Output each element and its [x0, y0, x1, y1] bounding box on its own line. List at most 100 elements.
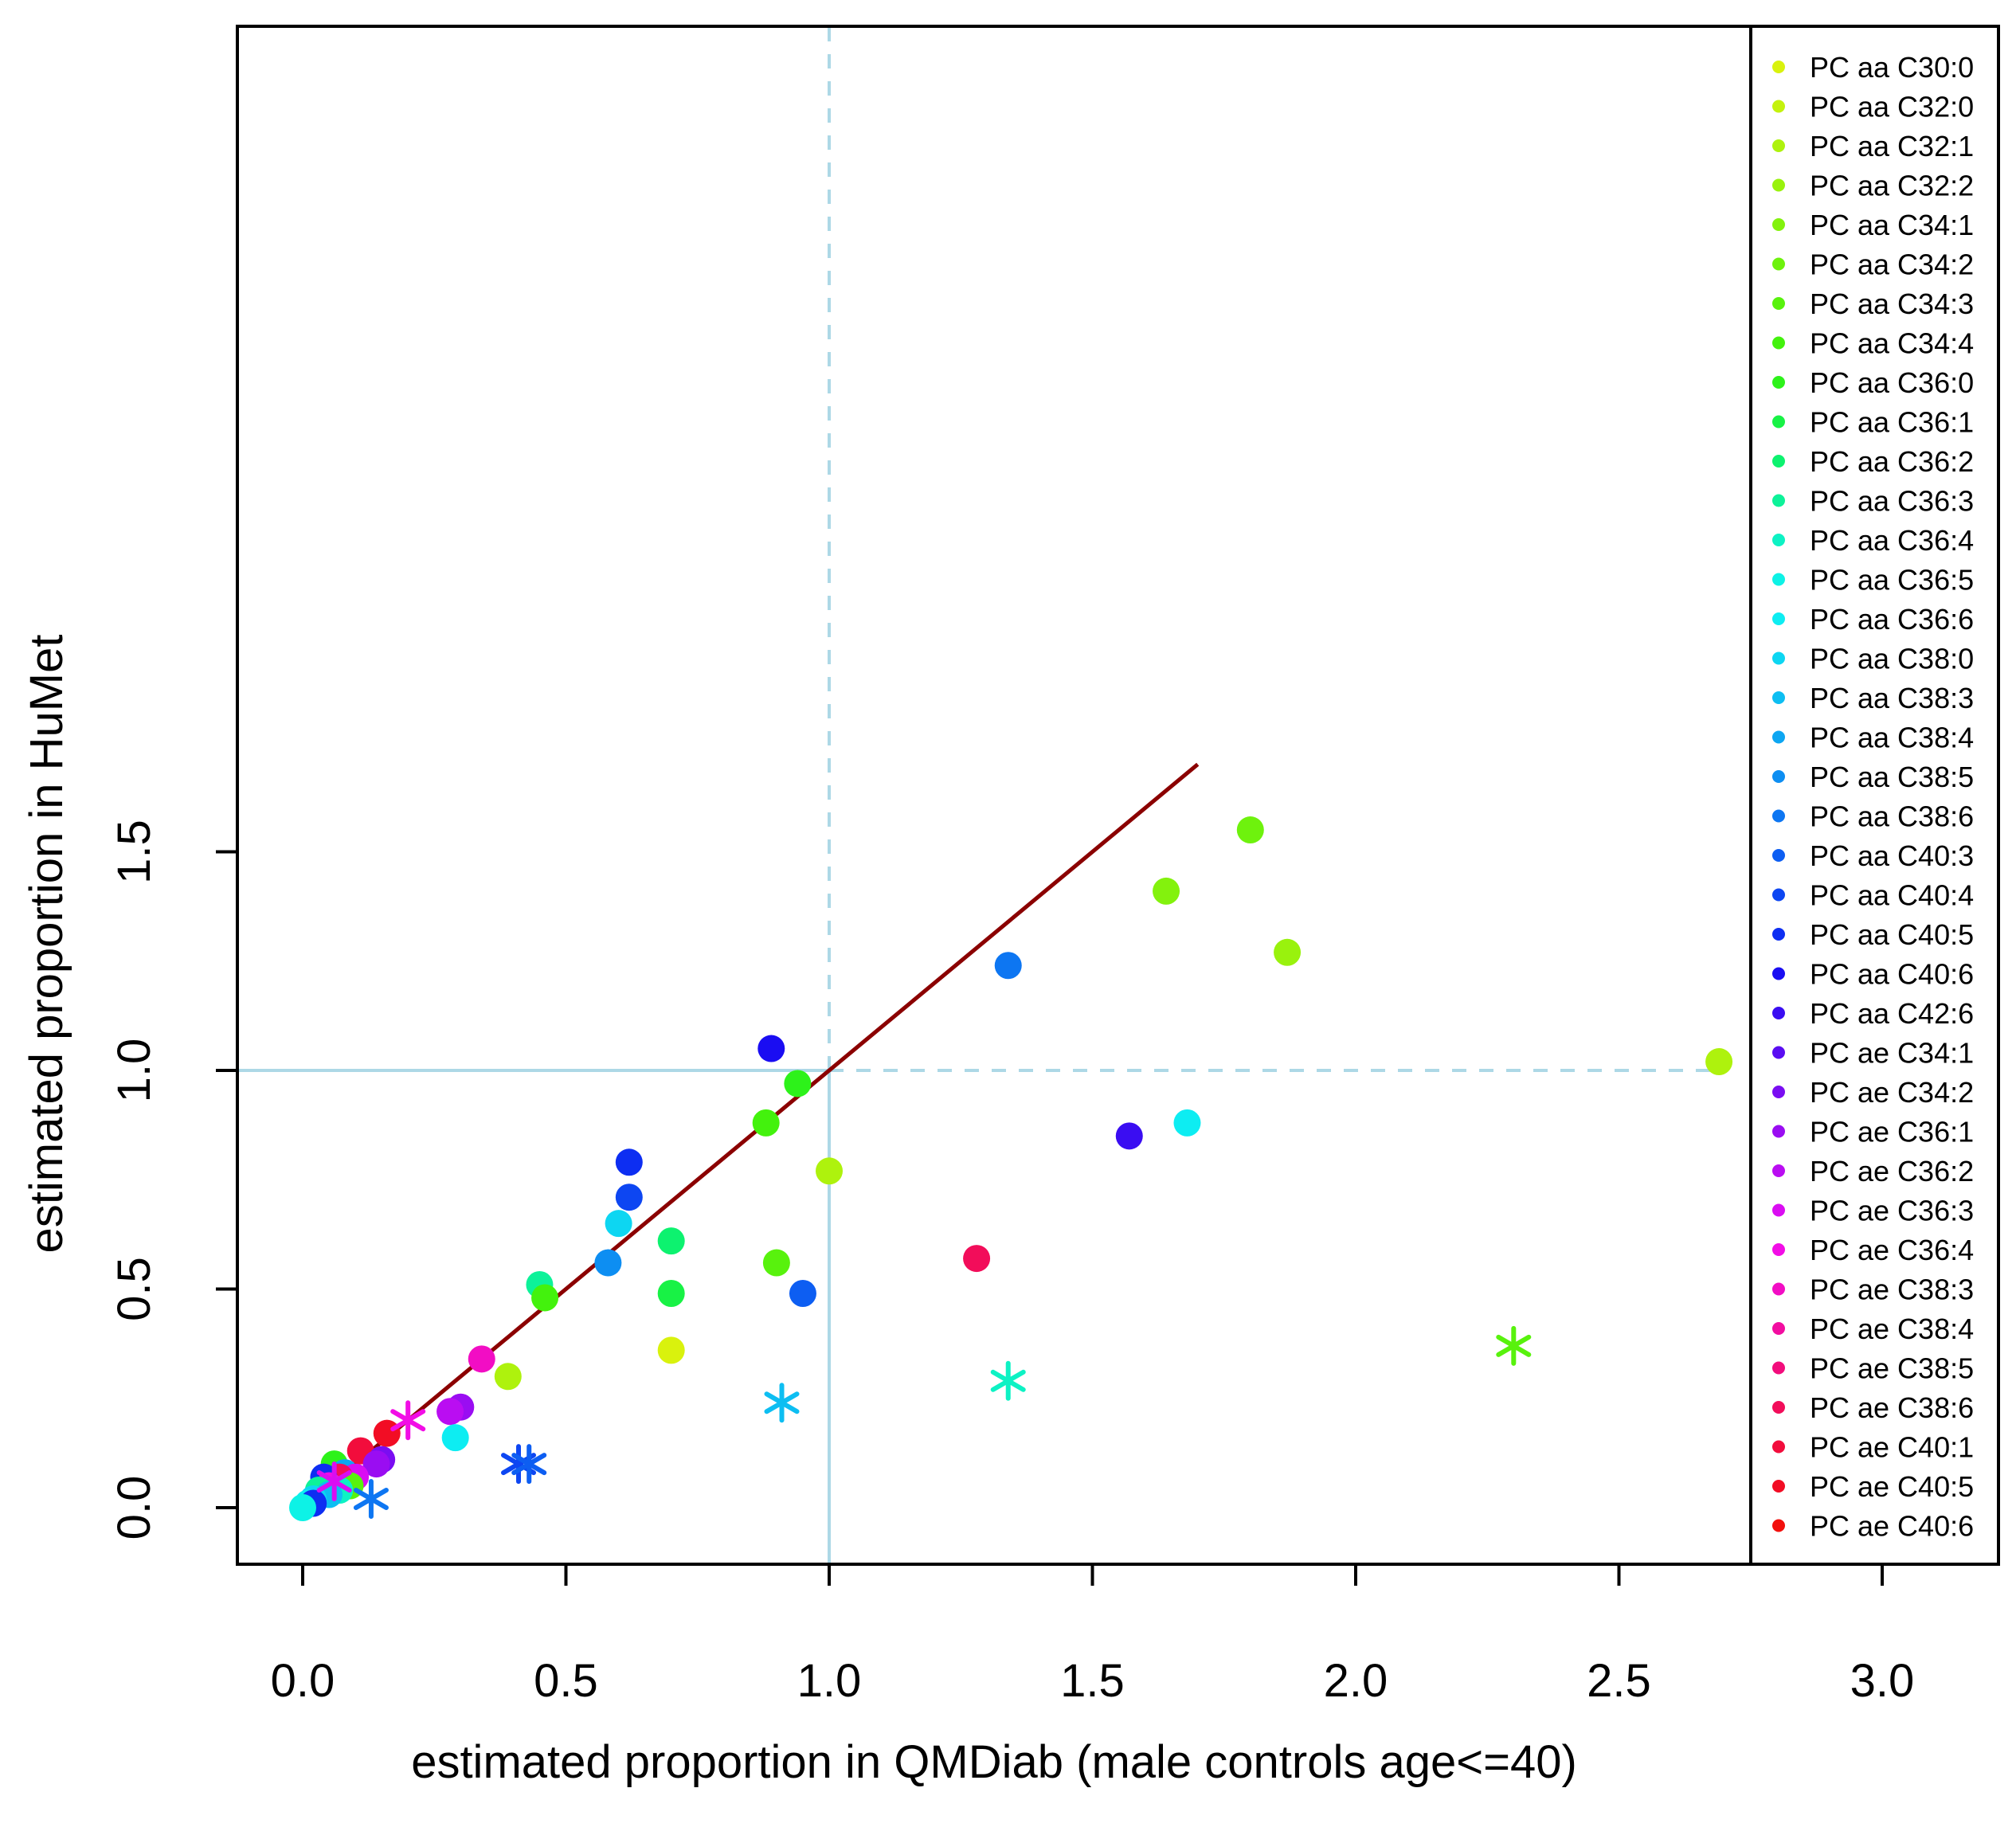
legend-label: PC aa C34:1	[1810, 209, 1974, 241]
data-point	[468, 1345, 495, 1373]
data-point	[615, 1148, 643, 1176]
legend-marker	[1772, 257, 1785, 271]
legend-marker	[1772, 770, 1785, 783]
legend-label: PC aa C42:6	[1810, 997, 1974, 1030]
data-point-star	[1496, 1325, 1532, 1366]
data-point	[441, 1424, 469, 1452]
data-point	[657, 1336, 685, 1364]
legend-label: PC ae C40:6	[1810, 1510, 1974, 1543]
legend-label: PC aa C34:3	[1810, 288, 1974, 320]
legend-label: PC ae C40:5	[1810, 1470, 1974, 1503]
legend: PC aa C30:0 PC aa C32:0 PC aa C32:1 PC aa C…	[1749, 25, 2000, 1566]
x-tick-label: 3.0	[1850, 1655, 1915, 1707]
legend-label: PC aa C40:3	[1810, 839, 1974, 872]
x-tick-label: 2.0	[1324, 1655, 1388, 1707]
legend-label: PC aa C40:4	[1810, 879, 1974, 912]
data-point	[373, 1419, 401, 1447]
legend-label: PC aa C38:5	[1810, 761, 1974, 793]
legend-marker	[1772, 1203, 1785, 1217]
legend-marker	[1772, 1322, 1785, 1335]
legend-marker	[1772, 336, 1785, 350]
data-point	[784, 1070, 812, 1097]
legend-marker	[1772, 1519, 1785, 1532]
legend-marker	[1772, 61, 1785, 73]
legend-marker	[1772, 455, 1785, 468]
legend-label: PC aa C40:5	[1810, 918, 1974, 951]
legend-marker	[1772, 691, 1785, 704]
y-axis: 0.0 0.5 1.0 1.5	[108, 820, 239, 1540]
x-tick-label: 1.0	[797, 1655, 862, 1707]
legend-label: PC ae C36:3	[1810, 1195, 1974, 1227]
legend-marker	[1772, 534, 1785, 546]
legend-label: PC aa C38:4	[1810, 722, 1974, 754]
legend-label: PC aa C34:2	[1810, 248, 1974, 281]
x-axis: 0.0 0.5 1.0 1.5 2.0 2.5 3.0	[271, 1563, 1915, 1707]
legend-marker	[1772, 376, 1785, 389]
data-point	[594, 1249, 622, 1277]
legend-marker	[1772, 178, 1785, 192]
legend-marker	[1772, 888, 1785, 902]
data-point-star	[390, 1400, 426, 1441]
data-point	[762, 1249, 790, 1277]
legend-label: PC aa C32:1	[1810, 130, 1974, 162]
identity-line	[301, 762, 1200, 1509]
legend-label: PC aa C36:6	[1810, 603, 1974, 636]
legend-label: PC aa C36:2	[1810, 445, 1974, 478]
data-point	[816, 1157, 843, 1185]
legend-label: PC aa C32:2	[1810, 170, 1974, 202]
data-point	[362, 1450, 390, 1478]
legend-marker	[1772, 494, 1785, 507]
data-point	[605, 1210, 632, 1238]
legend-label: PC aa C36:0	[1810, 366, 1974, 399]
legend-marker	[1772, 139, 1785, 152]
legend-label: PC aa C34:4	[1810, 327, 1974, 360]
y-tick-label: 0.0	[108, 1476, 160, 1540]
legend-label: PC aa C36:3	[1810, 485, 1974, 518]
legend-label: PC aa C36:1	[1810, 406, 1974, 439]
legend-box	[1749, 25, 2000, 1566]
legend-label: PC aa C36:4	[1810, 524, 1974, 557]
legend-marker	[1772, 573, 1785, 586]
data-point	[494, 1363, 522, 1391]
legend-marker	[1772, 967, 1785, 980]
legend-marker	[1772, 928, 1785, 941]
legend-marker	[1772, 1480, 1785, 1493]
data-point-star	[316, 1461, 352, 1502]
legend-marker	[1772, 1401, 1785, 1414]
legend-label: PC aa C38:6	[1810, 800, 1974, 833]
legend-label: PC aa C36:5	[1810, 564, 1974, 597]
legend-label: PC ae C36:1	[1810, 1116, 1974, 1148]
legend-marker	[1772, 415, 1785, 428]
data-point	[1115, 1122, 1143, 1150]
data-point	[752, 1109, 780, 1137]
data-point	[757, 1035, 785, 1062]
x-axis-label: estimated proportion in QMDiab (male con…	[411, 1736, 1577, 1788]
legend-marker	[1772, 1086, 1785, 1098]
data-point	[1705, 1048, 1733, 1076]
legend-marker	[1772, 297, 1785, 310]
legend-marker	[1772, 730, 1785, 744]
reference-lines	[237, 26, 1724, 1564]
legend-label: PC ae C34:1	[1810, 1037, 1974, 1070]
legend-marker	[1772, 1282, 1785, 1296]
legend-label: PC aa C32:0	[1810, 91, 1974, 123]
legend-label: PC ae C34:2	[1810, 1076, 1974, 1109]
data-point-star	[511, 1444, 547, 1485]
legend-label: PC ae C40:1	[1810, 1431, 1974, 1464]
legend-marker	[1772, 809, 1785, 823]
data-point	[657, 1227, 685, 1255]
data-point	[657, 1279, 685, 1307]
legend-marker	[1772, 849, 1785, 862]
data-point	[615, 1184, 643, 1211]
x-tick-label: 1.5	[1060, 1655, 1125, 1707]
data-points	[289, 816, 1733, 1521]
legend-marker	[1772, 1164, 1785, 1177]
data-point	[789, 1279, 816, 1307]
legend-label: PC ae C38:3	[1810, 1274, 1974, 1306]
data-point	[289, 1494, 316, 1521]
legend-marker	[1772, 651, 1785, 665]
legend-marker	[1772, 1125, 1785, 1138]
y-axis-label: estimated proportion in HuMet	[21, 635, 72, 1254]
